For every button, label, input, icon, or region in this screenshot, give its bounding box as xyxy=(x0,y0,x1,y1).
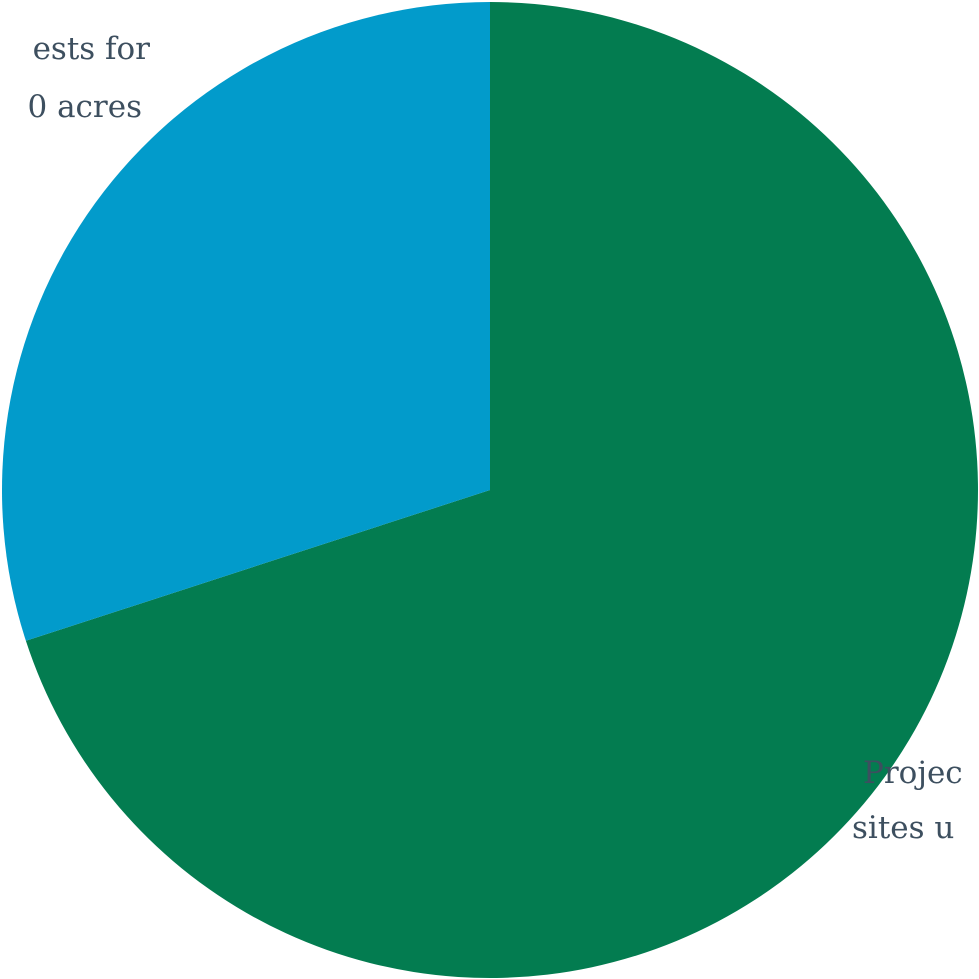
pie-slice-1 xyxy=(1,2,491,641)
pie-slice-0 xyxy=(25,2,978,978)
pie-labels: Projec sites u ests for 0 acres xyxy=(28,31,963,846)
slice-label-projects-line-1: Projec xyxy=(863,755,963,791)
slice-label-forests-line-2: 0 acres xyxy=(28,89,143,125)
slice-label-forests-line-1: ests for xyxy=(33,31,151,67)
slice-label-projects-line-2: sites u xyxy=(852,810,954,846)
